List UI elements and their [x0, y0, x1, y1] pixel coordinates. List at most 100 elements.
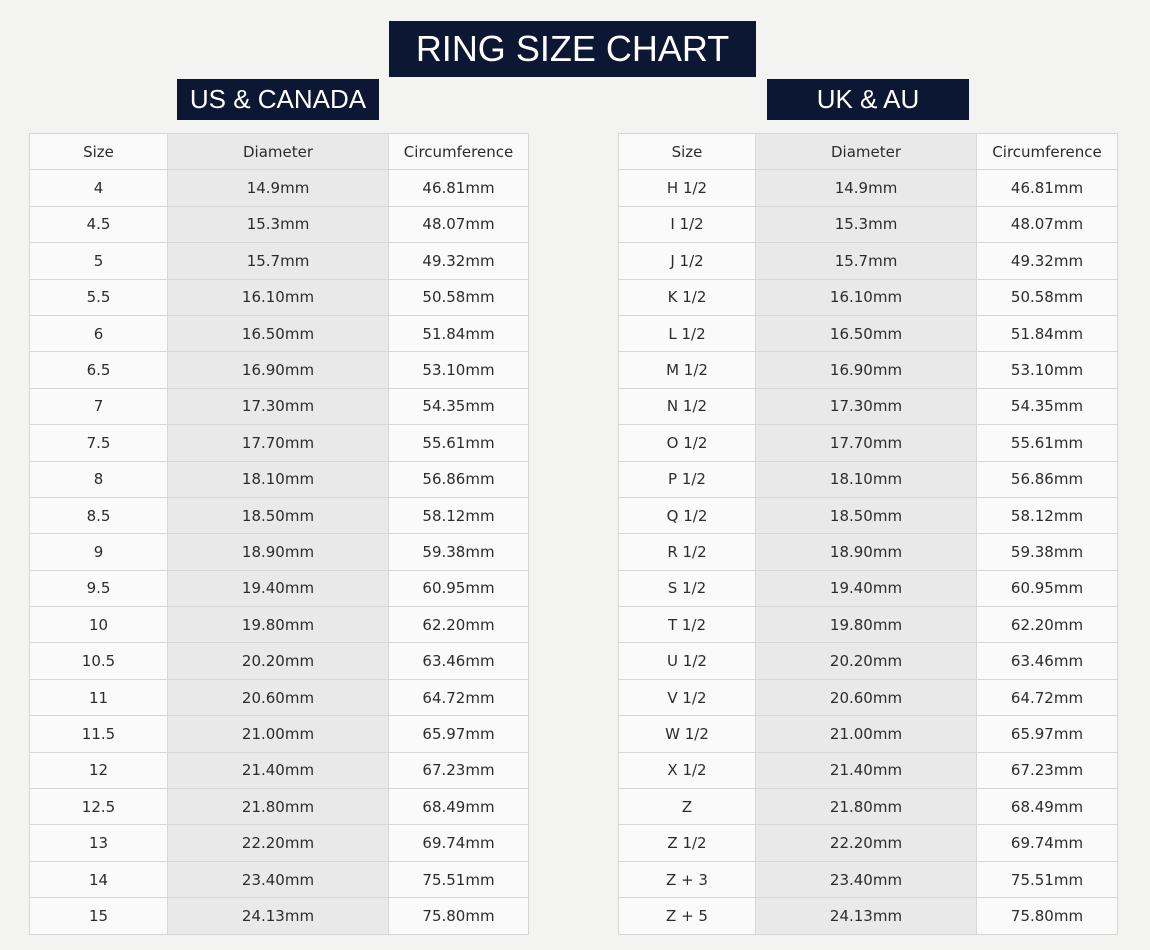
circumference-cell: 60.95mm: [976, 569, 1118, 608]
table-row: W 1/2 21.00mm 65.97mm: [618, 715, 1118, 753]
size-cell: Z + 5: [618, 897, 756, 935]
size-cell: P 1/2: [618, 460, 756, 498]
size-cell: U 1/2: [618, 642, 756, 680]
circumference-cell: 75.80mm: [388, 897, 529, 935]
size-cell: V 1/2: [618, 678, 756, 717]
size-cell: 15: [29, 897, 168, 935]
circumference-cell: 51.84mm: [388, 314, 529, 353]
diameter-cell: 22.20mm: [755, 824, 977, 862]
circumference-cell: 75.51mm: [388, 860, 529, 899]
table-row: V 1/2 20.60mm 64.72mm: [618, 678, 1118, 717]
table-row: 8.5 18.50mm 58.12mm: [29, 496, 529, 535]
circumference-cell: 59.38mm: [388, 533, 529, 571]
circumference-cell: 56.86mm: [976, 460, 1118, 498]
diameter-cell: 14.9mm: [755, 169, 977, 207]
diameter-cell: 17.70mm: [167, 424, 389, 462]
circumference-cell: 59.38mm: [976, 533, 1118, 571]
diameter-cell: 15.7mm: [755, 242, 977, 280]
diameter-cell: 16.10mm: [167, 278, 389, 316]
circumference-cell: 62.20mm: [388, 606, 529, 644]
circumference-cell: 65.97mm: [388, 715, 529, 753]
circumference-cell: 53.10mm: [976, 351, 1118, 389]
circumference-cell: 53.10mm: [388, 351, 529, 389]
circumference-cell: 46.81mm: [388, 169, 529, 207]
circumference-cell: 75.80mm: [976, 897, 1118, 935]
diameter-cell: 19.80mm: [167, 606, 389, 644]
table-row: 4 14.9mm 46.81mm: [29, 169, 529, 207]
diameter-cell: 19.40mm: [755, 569, 977, 608]
size-cell: M 1/2: [618, 351, 756, 389]
table-row: 5.5 16.10mm 50.58mm: [29, 278, 529, 316]
circumference-cell: 67.23mm: [388, 751, 529, 790]
table-row: N 1/2 17.30mm 54.35mm: [618, 387, 1118, 426]
diameter-cell: 18.90mm: [755, 533, 977, 571]
table-row: 7 17.30mm 54.35mm: [29, 387, 529, 426]
diameter-cell: 21.40mm: [755, 751, 977, 790]
diameter-cell: 21.80mm: [167, 788, 389, 826]
size-cell: J 1/2: [618, 242, 756, 280]
header-row: Size Diameter Circumference: [29, 132, 529, 171]
size-cell: 7.5: [29, 424, 168, 462]
diameter-cell: 18.50mm: [167, 496, 389, 535]
circumference-cell: 54.35mm: [388, 387, 529, 426]
diameter-cell: 15.7mm: [167, 242, 389, 280]
circumference-cell: 75.51mm: [976, 860, 1118, 899]
table-row: 6 16.50mm 51.84mm: [29, 314, 529, 353]
circumference-cell: 55.61mm: [976, 424, 1118, 462]
circumference-cell: 67.23mm: [976, 751, 1118, 790]
diameter-cell: 19.40mm: [167, 569, 389, 608]
header-row: Size Diameter Circumference: [618, 132, 1118, 171]
size-cell: Q 1/2: [618, 496, 756, 535]
uk-size-table: Size Diameter Circumference H 1/2 14.9mm 46.8…: [618, 132, 1118, 935]
table-row: X 1/2 21.40mm 67.23mm: [618, 751, 1118, 790]
diameter-cell: 17.30mm: [755, 387, 977, 426]
table-row: 9.5 19.40mm 60.95mm: [29, 569, 529, 608]
table-row: 4.5 15.3mm 48.07mm: [29, 205, 529, 244]
circumference-cell: 48.07mm: [976, 205, 1118, 244]
circumference-cell: 51.84mm: [976, 314, 1118, 353]
size-cell: 14: [29, 860, 168, 899]
table-row: O 1/2 17.70mm 55.61mm: [618, 424, 1118, 462]
size-cell: Z + 3: [618, 860, 756, 899]
table-row: M 1/2 16.90mm 53.10mm: [618, 351, 1118, 389]
header-circumference-cell: Circumference: [976, 132, 1118, 171]
table-row: Z 21.80mm 68.49mm: [618, 788, 1118, 826]
size-cell: 4.5: [29, 205, 168, 244]
table-row: Z + 5 24.13mm 75.80mm: [618, 897, 1118, 935]
diameter-cell: 20.60mm: [167, 678, 389, 717]
diameter-cell: 18.50mm: [755, 496, 977, 535]
size-cell: W 1/2: [618, 715, 756, 753]
circumference-cell: 68.49mm: [976, 788, 1118, 826]
circumference-cell: 68.49mm: [388, 788, 529, 826]
table-row: 14 23.40mm 75.51mm: [29, 860, 529, 899]
table-row: U 1/2 20.20mm 63.46mm: [618, 642, 1118, 680]
circumference-cell: 49.32mm: [388, 242, 529, 280]
diameter-cell: 14.9mm: [167, 169, 389, 207]
table-row: H 1/2 14.9mm 46.81mm: [618, 169, 1118, 207]
diameter-cell: 19.80mm: [755, 606, 977, 644]
diameter-cell: 24.13mm: [167, 897, 389, 935]
size-cell: 9: [29, 533, 168, 571]
header-diameter-cell: Diameter: [167, 132, 389, 171]
circumference-cell: 49.32mm: [976, 242, 1118, 280]
size-cell: Z 1/2: [618, 824, 756, 862]
circumference-cell: 56.86mm: [388, 460, 529, 498]
header-size-cell: Size: [29, 132, 168, 171]
uk-au-heading: UK & AU: [767, 79, 969, 120]
size-cell: 9.5: [29, 569, 168, 608]
diameter-cell: 16.50mm: [755, 314, 977, 353]
circumference-cell: 65.97mm: [976, 715, 1118, 753]
diameter-cell: 17.70mm: [755, 424, 977, 462]
table-row: 12.5 21.80mm 68.49mm: [29, 788, 529, 826]
size-cell: K 1/2: [618, 278, 756, 316]
table-row: 11 20.60mm 64.72mm: [29, 678, 529, 717]
table-row: 11.5 21.00mm 65.97mm: [29, 715, 529, 753]
table-row: Z + 3 23.40mm 75.51mm: [618, 860, 1118, 899]
table-row: R 1/2 18.90mm 59.38mm: [618, 533, 1118, 571]
table-row: 9 18.90mm 59.38mm: [29, 533, 529, 571]
circumference-cell: 64.72mm: [976, 678, 1118, 717]
table-row: 7.5 17.70mm 55.61mm: [29, 424, 529, 462]
diameter-cell: 16.10mm: [755, 278, 977, 316]
circumference-cell: 48.07mm: [388, 205, 529, 244]
table-row: 10.5 20.20mm 63.46mm: [29, 642, 529, 680]
